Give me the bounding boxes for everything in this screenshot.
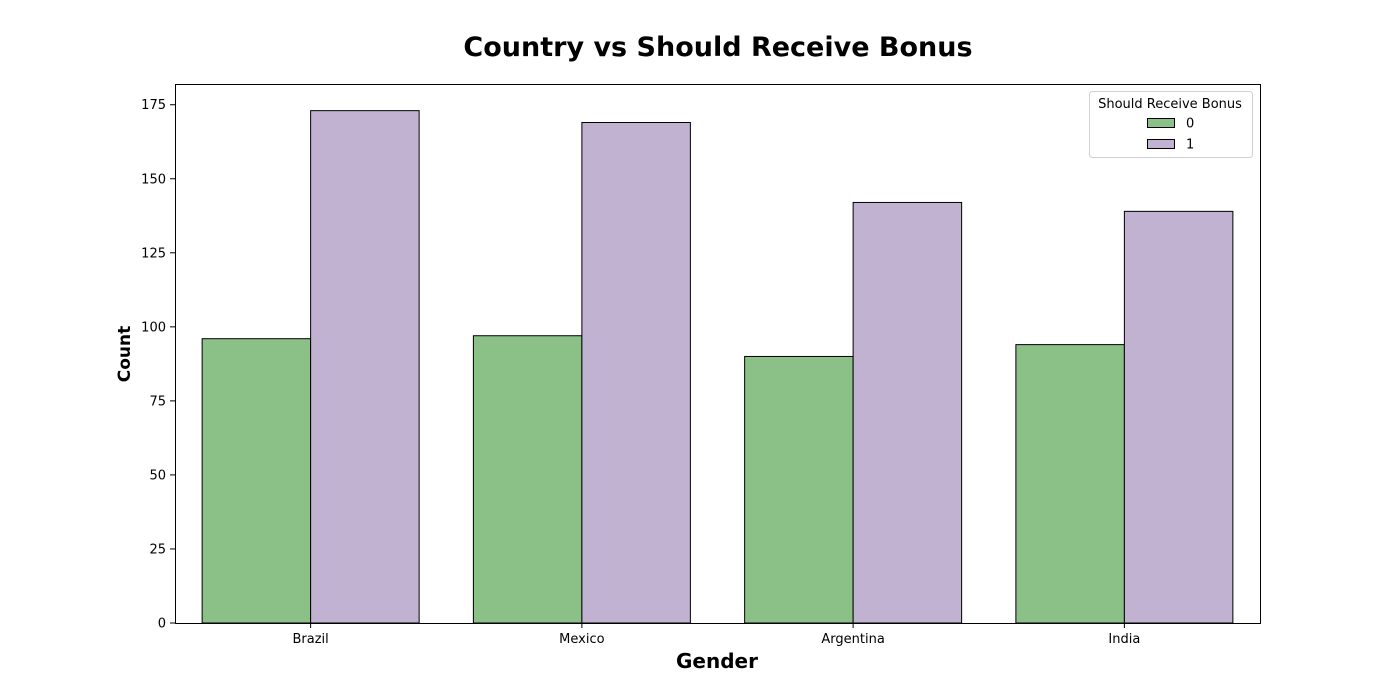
bar-argentina-series-1 bbox=[852, 201, 963, 624]
legend-swatch-1 bbox=[1147, 139, 1175, 149]
x-axis: Brazil Mexico Argentina India bbox=[292, 623, 1140, 647]
bar-mexico-series-0 bbox=[472, 335, 583, 624]
legend-label-0: 0 bbox=[1186, 117, 1194, 132]
bar-brazil-series-0 bbox=[201, 338, 312, 624]
y-tick-label: 50 bbox=[149, 468, 166, 483]
legend-swatch-0 bbox=[1147, 118, 1175, 128]
y-tick-label: 100 bbox=[141, 320, 166, 335]
y-tick-label: 0 bbox=[158, 617, 166, 632]
bars bbox=[201, 110, 1234, 624]
plot-area bbox=[175, 84, 1261, 624]
chart-title: Country vs Should Receive Bonus bbox=[463, 32, 972, 63]
y-tick-label: 175 bbox=[141, 98, 166, 113]
x-tick-label: Argentina bbox=[821, 632, 884, 647]
bar-india-series-0 bbox=[1015, 344, 1125, 624]
x-tick-label: Brazil bbox=[292, 632, 328, 647]
bar-brazil-series-1 bbox=[310, 110, 420, 624]
bar-argentina-series-0 bbox=[744, 355, 854, 624]
bar-india-series-1 bbox=[1123, 210, 1234, 624]
y-tick-label: 150 bbox=[141, 172, 166, 187]
y-tick-label: 75 bbox=[149, 394, 166, 409]
y-tick-label: 25 bbox=[149, 542, 166, 557]
y-axis: 0 25 50 75 100 125 150 175 bbox=[141, 98, 175, 632]
legend-entries: 01 bbox=[1147, 117, 1194, 153]
plot-frame bbox=[175, 84, 1261, 624]
y-tick-label: 125 bbox=[141, 246, 166, 261]
legend-label-1: 1 bbox=[1186, 138, 1194, 153]
y-axis-label: Count bbox=[115, 326, 135, 383]
legend: Should Receive Bonus 01 bbox=[1089, 91, 1253, 158]
x-tick-label: India bbox=[1108, 632, 1140, 647]
x-axis-label: Gender bbox=[676, 649, 758, 673]
x-tick-label: Mexico bbox=[559, 632, 604, 647]
bar-mexico-series-1 bbox=[581, 122, 691, 624]
legend-title: Should Receive Bonus bbox=[1098, 97, 1242, 112]
